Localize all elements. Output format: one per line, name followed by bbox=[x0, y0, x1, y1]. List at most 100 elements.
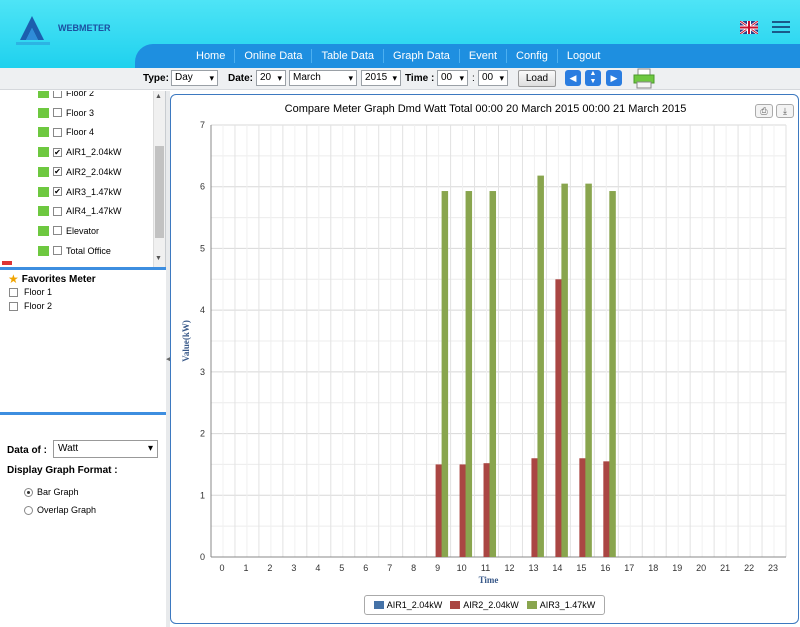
main-nav: Home Online Data Table Data Graph Data E… bbox=[135, 44, 800, 68]
overlap-graph-radio[interactable] bbox=[24, 505, 33, 515]
scroll-up-icon[interactable]: ▲ bbox=[155, 93, 162, 100]
bar-air2-2-04kw bbox=[483, 463, 491, 557]
chart-print-icon[interactable]: ⎙ bbox=[755, 104, 773, 118]
legend-item[interactable]: AIR1_2.04kW bbox=[373, 600, 442, 610]
tree-checkbox[interactable] bbox=[53, 91, 62, 98]
tree-checkbox[interactable]: ✔ bbox=[53, 187, 62, 196]
tree-checkbox[interactable]: ✔ bbox=[53, 147, 62, 157]
nav-config[interactable]: Config bbox=[516, 50, 548, 62]
tree-checkbox[interactable] bbox=[53, 246, 62, 256]
x-tick-label: 21 bbox=[720, 563, 730, 573]
x-tick-label: 4 bbox=[315, 563, 320, 573]
favorite-item[interactable]: Floor 2 bbox=[9, 301, 52, 311]
y-tick-label: 2 bbox=[200, 429, 205, 439]
load-button[interactable]: Load bbox=[518, 70, 556, 87]
hour-select[interactable]: 00 bbox=[437, 70, 468, 86]
y-tick-label: 1 bbox=[200, 490, 205, 500]
nav-event[interactable]: Event bbox=[468, 50, 498, 62]
bar-air3-1-47kw bbox=[609, 191, 616, 557]
favorite-item[interactable]: Floor 1 bbox=[9, 287, 52, 297]
tree-item[interactable]: ✔ AIR1_2.04kW bbox=[38, 145, 122, 159]
legend-swatch bbox=[526, 601, 537, 609]
next-arrow-icon[interactable]: ▶ bbox=[606, 70, 622, 86]
bar-air2-2-04kw bbox=[603, 461, 610, 557]
scroll-down-icon[interactable]: ▼ bbox=[155, 255, 162, 262]
bar-air2-2-04kw bbox=[555, 279, 562, 557]
nav-table-data[interactable]: Table Data bbox=[321, 50, 375, 62]
nav-graph-data[interactable]: Graph Data bbox=[393, 50, 450, 62]
minute-select[interactable]: 00 bbox=[478, 70, 508, 86]
date-label: Date: bbox=[228, 73, 254, 84]
filter-toolbar: Type: Day Date: 20 March 2015 Time : 00 … bbox=[0, 68, 800, 90]
tree-item[interactable]: ✔ AIR2_2.04kW bbox=[38, 165, 122, 179]
tree-item[interactable]: Floor 4 bbox=[38, 125, 94, 139]
chart-download-icon[interactable]: ⤓ bbox=[776, 104, 794, 118]
nav-divider bbox=[311, 49, 313, 63]
x-tick-label: 16 bbox=[600, 563, 610, 573]
tree-item-label: AIR2_2.04kW bbox=[66, 166, 122, 177]
nav-home[interactable]: Home bbox=[196, 50, 226, 62]
tree-item[interactable]: Total Office bbox=[38, 244, 111, 258]
nav-online-data[interactable]: Online Data bbox=[244, 50, 303, 62]
tree-group-icon bbox=[2, 261, 12, 265]
x-tick-label: 0 bbox=[219, 563, 224, 573]
brand-name: WEBMETER bbox=[58, 23, 111, 33]
tree-item-label: AIR3_1.47kW bbox=[66, 186, 122, 197]
display-format-label: Display Graph Format : bbox=[7, 465, 118, 476]
y-tick-label: 3 bbox=[200, 367, 205, 377]
y-axis-title: Value(kW) bbox=[181, 320, 191, 362]
y-tick-label: 5 bbox=[200, 243, 205, 253]
tree-item-label: Floor 4 bbox=[66, 127, 95, 138]
tree-item[interactable]: Elevator bbox=[38, 224, 99, 238]
meter-icon bbox=[38, 147, 49, 158]
nav-divider bbox=[458, 49, 460, 63]
type-select[interactable]: Day bbox=[171, 70, 218, 86]
language-flag-icon[interactable] bbox=[740, 21, 758, 34]
month-select[interactable]: March bbox=[289, 70, 357, 86]
star-icon: ★ bbox=[8, 272, 19, 286]
legend-item[interactable]: AIR2_2.04kW bbox=[450, 600, 519, 610]
print-icon[interactable] bbox=[633, 68, 655, 89]
sidebar-splitter[interactable]: ◀ bbox=[166, 91, 172, 627]
nav-divider bbox=[506, 49, 508, 63]
tree-checkbox[interactable] bbox=[53, 108, 62, 118]
bar-graph-option[interactable]: Bar Graph bbox=[24, 487, 79, 497]
collapse-arrow-icon[interactable]: ◀ bbox=[166, 356, 172, 363]
tree-item[interactable]: AIR4_1.47kW bbox=[38, 204, 122, 218]
menu-icon[interactable] bbox=[772, 21, 790, 35]
up-down-arrow-icon[interactable]: ▲ ▼ bbox=[585, 70, 601, 86]
nav-logout[interactable]: Logout bbox=[566, 50, 601, 62]
app-header: WEBMETER Home Online Data Table Data Gra… bbox=[0, 0, 800, 68]
bar-air3-1-47kw bbox=[537, 175, 544, 557]
favorite-checkbox[interactable] bbox=[9, 301, 18, 311]
favorites-title-text: Favorites Meter bbox=[21, 273, 96, 285]
x-tick-label: 20 bbox=[696, 563, 706, 573]
tree-item[interactable]: Floor 3 bbox=[38, 106, 94, 120]
legend-item[interactable]: AIR3_1.47kW bbox=[526, 600, 595, 610]
meter-tree: Floor 2 Floor 3 Floor 4 ✔ AIR1_2.04kW ✔ AIR2_2… bbox=[0, 91, 166, 267]
overlap-graph-option[interactable]: Overlap Graph bbox=[24, 505, 96, 515]
data-of-select[interactable]: Watt bbox=[53, 440, 158, 458]
panel-divider[interactable] bbox=[0, 267, 166, 270]
tree-checkbox[interactable] bbox=[53, 206, 62, 216]
x-tick-label: 14 bbox=[552, 563, 562, 573]
x-tick-label: 18 bbox=[648, 563, 658, 573]
x-axis-title: Time bbox=[479, 575, 499, 585]
prev-arrow-icon[interactable]: ◀ bbox=[565, 70, 581, 86]
bar-air2-2-04kw bbox=[579, 458, 586, 557]
tree-checkbox[interactable]: ✔ bbox=[53, 167, 62, 177]
tree-checkbox[interactable] bbox=[53, 226, 62, 236]
tree-item[interactable]: Floor 2 bbox=[38, 91, 94, 100]
tree-item[interactable]: ✔ AIR3_1.47kW bbox=[38, 185, 122, 199]
time-label: Time : bbox=[405, 73, 435, 84]
tree-scrollbar[interactable]: ▲ ▼ bbox=[153, 91, 165, 267]
panel-divider[interactable] bbox=[0, 412, 166, 415]
day-select[interactable]: 20 bbox=[256, 70, 286, 86]
tree-checkbox[interactable] bbox=[53, 127, 62, 137]
x-tick-label: 5 bbox=[339, 563, 344, 573]
x-tick-label: 22 bbox=[744, 563, 754, 573]
bar-graph-radio[interactable] bbox=[24, 487, 33, 497]
tree-scroll-thumb[interactable] bbox=[155, 146, 164, 238]
favorite-checkbox[interactable] bbox=[9, 287, 18, 297]
year-select[interactable]: 2015 bbox=[361, 70, 401, 86]
